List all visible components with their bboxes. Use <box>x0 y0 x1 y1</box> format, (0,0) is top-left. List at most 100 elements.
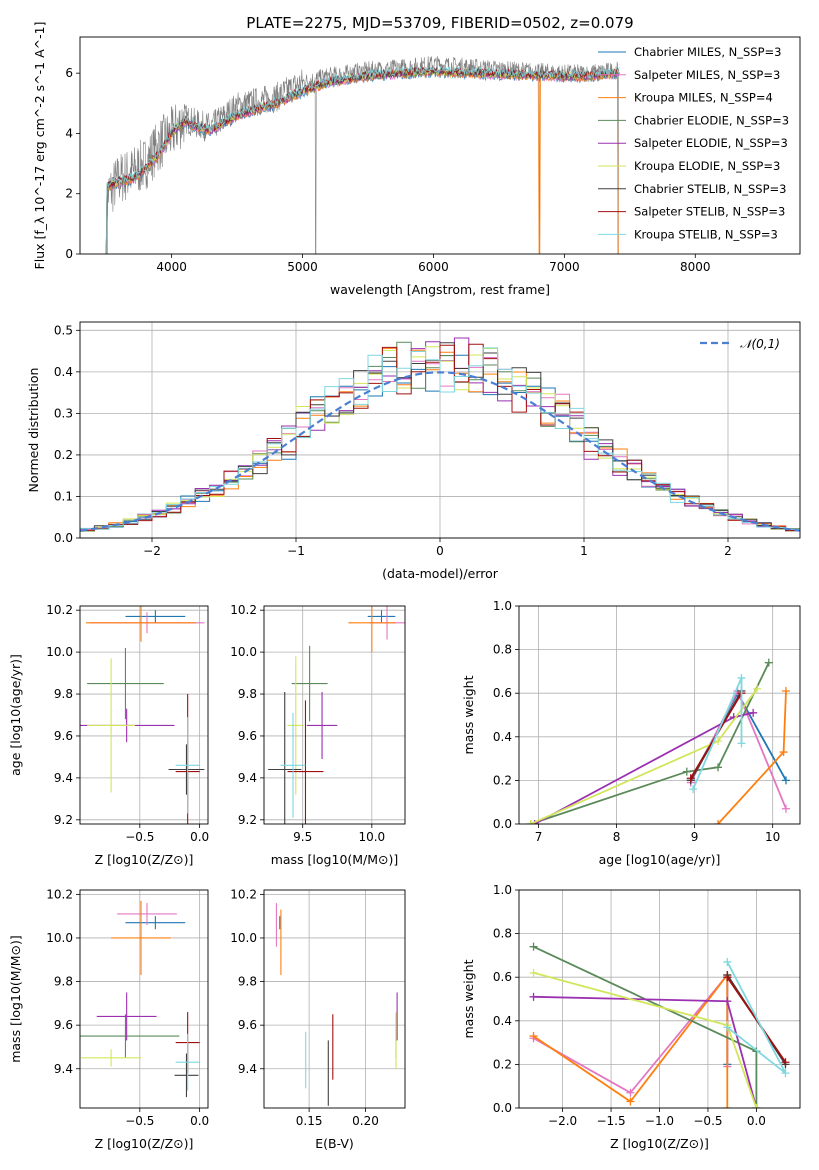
x-axis-label: Z [log10(Z/Z⊙)] <box>95 852 194 867</box>
x-tick-label: 10 <box>765 830 780 844</box>
x-tick-label: 0.0 <box>190 1114 209 1128</box>
series-marker <box>626 1088 635 1097</box>
series-marker <box>723 997 732 1006</box>
x-tick-label: −2.0 <box>548 1114 577 1128</box>
series-marker <box>723 957 732 966</box>
legend-entry: Chabrier STELIB, N_SSP=3 <box>634 182 786 196</box>
series-line <box>532 972 729 1108</box>
y-tick-label: 0.2 <box>54 448 73 462</box>
y-tick-label: 9.8 <box>238 687 257 701</box>
x-axis-label: age [log10(age/yr)] <box>599 852 721 867</box>
y-tick-label: 9.2 <box>54 813 73 827</box>
x-tick-label: 0.0 <box>190 830 209 844</box>
series-marker <box>723 1023 732 1032</box>
normal-curve <box>80 371 800 532</box>
data-point <box>87 647 164 720</box>
y-axis-label: mass weight <box>461 959 476 1038</box>
data-point <box>306 691 338 760</box>
legend-entry: Kroupa STELIB, N_SSP=3 <box>634 227 778 241</box>
y-tick-label: 9.4 <box>54 771 73 785</box>
y-tick-label: 0.6 <box>493 686 512 700</box>
series-line <box>726 976 787 1063</box>
data-point <box>96 992 157 1041</box>
x-axis-label: Z [log10(Z/Z⊙)] <box>610 1136 709 1151</box>
x-tick-label: 7000 <box>549 260 580 274</box>
series-line <box>530 662 770 824</box>
y-tick-label: 1.0 <box>493 599 512 613</box>
y-tick-label: 10.0 <box>230 645 257 659</box>
series-marker <box>764 658 773 667</box>
series-marker <box>781 804 790 813</box>
plot-area <box>80 606 205 824</box>
y-tick-label: 9.8 <box>54 975 73 989</box>
series-marker <box>529 992 538 1001</box>
model-spectrum <box>105 68 620 254</box>
chart-weight_vs_age: 7 8 9 10 0.0 0.2 0.4 0.6 0.8 1.0 age [log10(age/yr… <box>461 599 801 867</box>
chart-mass_vs_Z: −0.5 0.0 9.4 9.6 9.8 10.0 10.2 Z [log10(Z/Z⊙)] m… <box>8 887 209 1151</box>
y-tick-label: 0 <box>65 247 73 261</box>
series-marker <box>714 763 723 772</box>
data-point <box>87 658 136 793</box>
model-spectrum <box>105 68 620 254</box>
plot-area <box>105 56 620 254</box>
x-tick-label: −1 <box>287 544 305 558</box>
y-tick-label: 0.5 <box>54 323 73 337</box>
y-tick-label: 0.0 <box>54 531 73 545</box>
data-point <box>291 645 328 722</box>
y-tick-label: 0.6 <box>493 970 512 984</box>
data-point <box>125 610 186 623</box>
chart-spectrum: 4000 5000 6000 7000 8000 0 2 4 6 wavelength [Angs… <box>32 22 801 297</box>
data-point <box>168 744 205 795</box>
axes-frame <box>79 605 209 825</box>
series-marker <box>529 968 538 977</box>
data-point <box>85 606 197 642</box>
y-tick-label: 0.4 <box>54 365 73 379</box>
observed-spectrum <box>106 56 620 254</box>
series-marker <box>781 1069 790 1078</box>
model-spectrum <box>105 65 620 254</box>
y-tick-label: 9.6 <box>54 1018 73 1032</box>
x-tick-label: 9 <box>691 830 699 844</box>
series-marker <box>526 820 535 824</box>
chart-weight_vs_Z: −2.0 −1.5 −1.0 −0.5 0.0 0.0 0.2 0.4 0.6 0.8 1.0 Z [… <box>461 883 801 1151</box>
legend-entry: Salpeter MILES, N_SSP=3 <box>634 68 780 82</box>
data-point <box>287 656 305 795</box>
series-marker <box>781 776 790 785</box>
y-axis-label: Flux [f_λ 10^-17 erg cm^-2 s^-1 A^-1] <box>32 22 47 270</box>
x-tick-label: 0.20 <box>352 1114 379 1128</box>
data-point <box>175 717 200 814</box>
y-axis-label: mass weight <box>461 675 476 754</box>
series-marker <box>686 774 695 783</box>
series-marker <box>753 684 762 693</box>
model-spectrum <box>105 67 620 254</box>
series-marker <box>781 1058 790 1067</box>
series-marker <box>723 973 732 982</box>
model-spectrum <box>105 69 620 254</box>
y-tick-label: 10.2 <box>230 887 257 901</box>
y-tick-label: 2 <box>65 187 73 201</box>
data-point <box>81 1049 142 1067</box>
x-tick-label: 8 <box>613 830 621 844</box>
series-line <box>533 995 758 1108</box>
legend-entry: Chabrier MILES, N_SSP=3 <box>634 45 781 59</box>
series-marker <box>723 1104 732 1108</box>
y-tick-label: 4 <box>65 126 73 140</box>
y-tick-label: 10.0 <box>46 645 73 659</box>
legend-entry: Kroupa ELODIE, N_SSP=3 <box>634 159 780 173</box>
axes-frame <box>79 36 801 255</box>
series-marker <box>529 942 538 951</box>
y-tick-label: 0.4 <box>493 1014 512 1028</box>
y-axis-label: Normed distribution <box>26 368 41 493</box>
x-axis-label: Z [log10(Z/Z⊙)] <box>95 1136 194 1151</box>
x-tick-label: 2 <box>724 544 732 558</box>
axes-frame <box>79 889 209 1109</box>
data-point <box>125 916 186 930</box>
plot-area <box>529 942 790 1108</box>
x-tick-label: −0.5 <box>125 830 154 844</box>
y-tick-label: 10.2 <box>46 603 73 617</box>
series-marker <box>626 1097 635 1106</box>
series-marker <box>737 739 746 748</box>
y-tick-label: 10.0 <box>46 931 73 945</box>
series-line <box>533 971 758 1108</box>
axes-frame <box>518 889 801 1109</box>
